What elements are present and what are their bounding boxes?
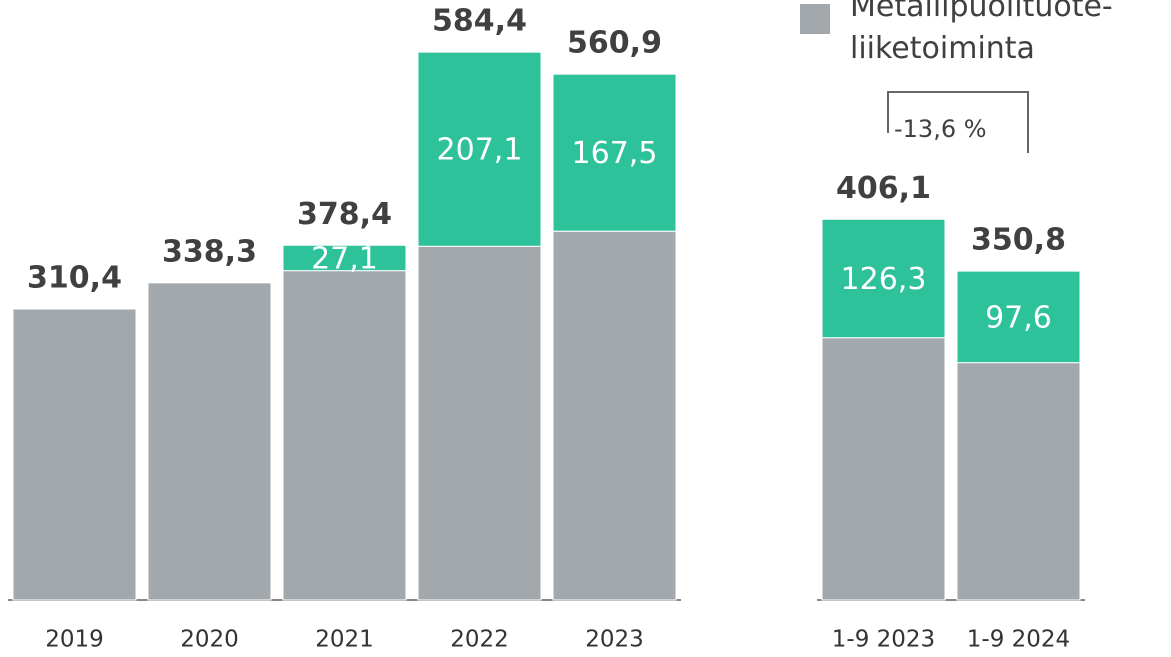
bar-segment [282,270,407,601]
bar-segment [282,244,407,272]
legend-label: Metallipuolituote-liiketoiminta [850,0,1113,66]
total-label: 310,4 [27,261,122,296]
bar-segment [821,337,946,601]
total-label: 338,3 [162,234,257,269]
x-tick-label: 2019 [45,627,104,653]
value-label: 97,6 [985,300,1052,335]
x-tick-label: 2020 [180,627,239,653]
total-label: 406,1 [836,171,931,206]
change-bracket [887,91,1029,153]
total-label: 560,9 [567,26,662,61]
total-label: 350,8 [971,223,1066,258]
x-tick-label: 2021 [315,627,374,653]
value-label: 126,3 [841,262,927,297]
value-label: 167,5 [572,136,658,171]
x-tick-label: 2022 [450,627,509,653]
annotation: -13,6 % [894,115,987,143]
legend-swatch [800,4,830,34]
bar-segment [956,270,1081,364]
bar-segment [12,308,137,601]
bar-segment [417,51,542,247]
bar-segment [147,282,272,601]
x-tick-label: 2023 [585,627,644,653]
value-label: 207,1 [437,133,523,168]
x-tick-label: 1-9 2024 [967,627,1070,653]
total-label: 584,4 [432,4,527,39]
legend: Metallipuolituote-liiketoiminta [800,0,1113,76]
x-tick-label: 1-9 2023 [832,627,935,653]
bar-segment [552,230,677,601]
bar-segment [821,218,946,339]
bar-segment [417,245,542,601]
bar-segment [956,362,1081,601]
bar-segment [552,73,677,232]
value-label: 27,1 [311,241,378,276]
total-label: 378,4 [297,197,392,232]
